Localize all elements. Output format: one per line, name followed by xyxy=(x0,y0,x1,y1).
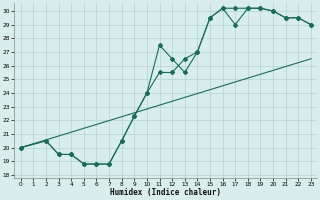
X-axis label: Humidex (Indice chaleur): Humidex (Indice chaleur) xyxy=(110,188,221,197)
